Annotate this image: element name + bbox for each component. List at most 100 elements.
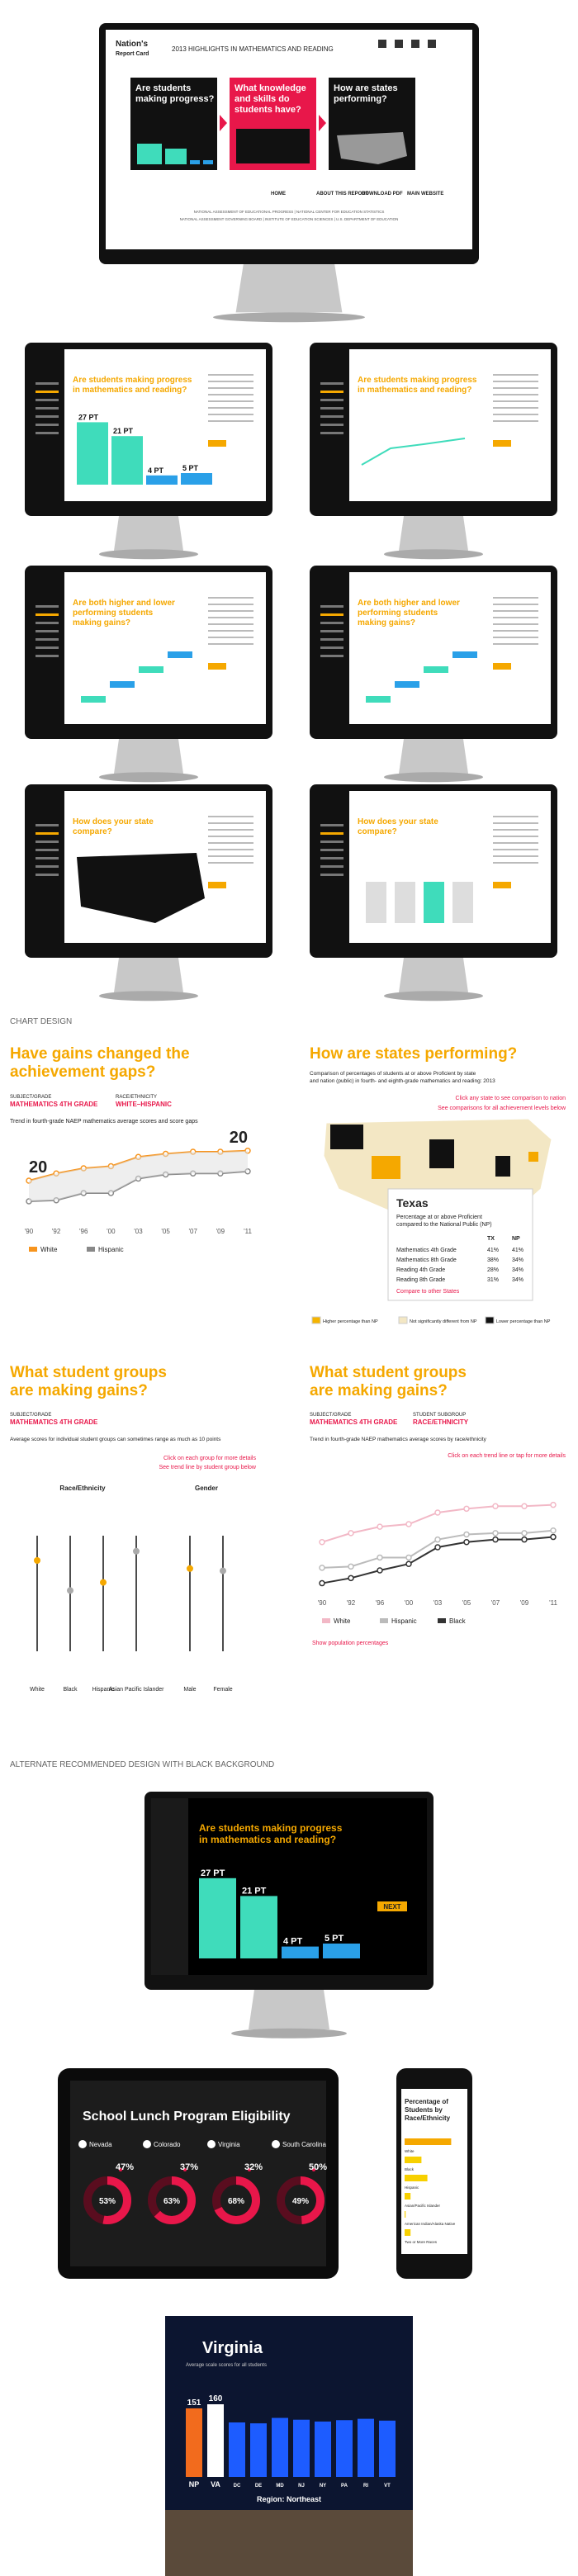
sidebar-item [36,407,59,410]
next-button [493,882,511,888]
bar [358,2418,374,2477]
monitor-stand [114,739,183,774]
bar [405,2193,411,2200]
phone-screen [401,2089,467,2254]
table-cell: 34% [512,1267,524,1273]
table-cell: 41% [512,1248,524,1253]
screen-title: Are both higher and lower [358,599,460,608]
bar-label: 5 PT [325,1934,344,1944]
point [319,1539,325,1546]
nav-item: DOWNLOAD PDF [362,192,403,197]
text-deco [208,597,253,599]
map-deco [337,132,407,164]
point [377,1567,383,1574]
link: See comparisons for all achievement leve… [438,1106,566,1111]
bar [199,1878,236,1958]
panel-title: What knowledge [235,83,306,93]
monitor-screen [316,349,551,501]
gap-area [29,1150,248,1201]
bar [186,2408,202,2477]
top-marker [119,2168,122,2171]
sidebar-item [36,865,59,868]
point [319,1579,325,1587]
panel-title: How are states [334,83,398,93]
category-label: NY [320,2484,326,2488]
sidebar-item [36,399,59,401]
screen-title: Are students making progress [199,1822,343,1834]
panel-deco [203,160,213,164]
bar-deco [452,882,473,923]
chart-title: are making gains? [10,1382,148,1399]
sidebar-item [320,638,343,641]
bar [405,2157,422,2163]
point [405,1560,412,1567]
legend-label: Higher percentage than NP [323,1319,378,1324]
sidebar-item [36,432,59,434]
x-tick-label: '07 [491,1599,500,1607]
nav-item: HOME [271,192,286,197]
text-deco [493,617,538,618]
chart-title: What student groups [10,1364,167,1381]
bar-deco [395,882,415,923]
sidebar-item [320,857,343,859]
category-label: Black [405,2167,415,2171]
icon [411,40,419,48]
bar [405,2138,452,2145]
bar [146,475,178,485]
chart-title: What student groups [310,1364,467,1381]
panel-title: and skills do [235,94,290,104]
text-deco [208,630,253,632]
phone-title: Percentage of [405,2098,448,2105]
text-deco [493,849,538,850]
monitor-base [384,991,483,1002]
text-deco [208,407,253,409]
bar [111,436,143,485]
text-deco [493,394,538,395]
screen-title: making gains? [358,618,415,627]
dropdown: MATHEMATICS 4TH GRADE [310,1418,398,1426]
bar-label: 27 PT [78,413,99,421]
link: See trend line by student group below [159,1465,256,1470]
bar-label: 160 [209,2394,223,2403]
text-deco [493,597,538,599]
value-label: 50% [309,2162,327,2172]
sidebar-item [320,630,343,632]
point [550,1533,557,1541]
point [319,1565,325,1571]
sidebar-item [320,646,343,649]
point [521,1530,528,1537]
text-deco [493,822,538,824]
legend-label: Not significantly different from NP [410,1319,477,1324]
step-deco [168,651,192,658]
value-label: 47% [116,2162,134,2172]
sidebar-item [36,646,59,649]
panel-deco [236,129,310,163]
screen-title: Virginia [202,2339,263,2357]
donut-arc [277,2176,325,2224]
group-header: Gender [195,1485,218,1492]
state-dot [78,2140,87,2148]
label: SUBJECT/GRADE [310,1413,351,1418]
screen-title: performing students [73,608,154,618]
next-button [208,882,226,888]
text-deco [493,836,538,837]
monitor-base [99,549,198,560]
sidebar-item [36,638,59,641]
monitor-stand [249,1990,329,2029]
value-label: 32% [244,2162,263,2172]
score-point [187,1565,193,1572]
text-deco [208,387,253,389]
screen-title: making gains? [73,618,130,627]
point [348,1574,354,1582]
subtitle: Average scale scores for all students [186,2363,267,2368]
monitor-stand [399,516,468,551]
group-header: Race/Ethnicity [59,1485,106,1492]
bar [272,2417,288,2477]
point [521,1503,528,1509]
screen-title: in mathematics and reading? [358,386,471,395]
state [528,1152,538,1162]
sidebar-item [36,613,59,616]
text-deco [493,381,538,382]
step-deco [110,681,135,688]
